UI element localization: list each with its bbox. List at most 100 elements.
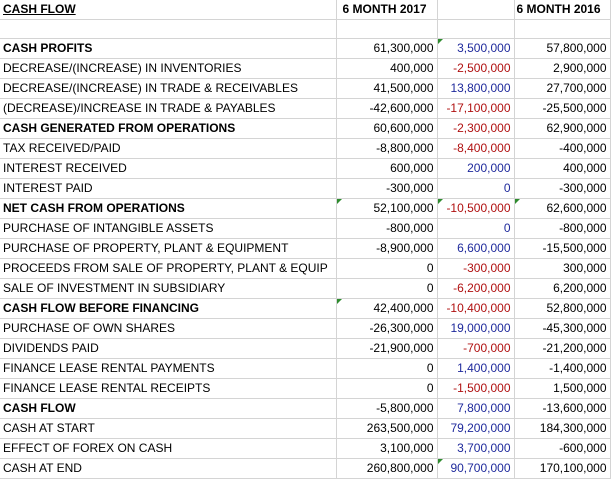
table-row: FINANCE LEASE RENTAL PAYMENTS 0 1,400,000-… [0, 358, 611, 379]
value-2016-cell[interactable]: -15,500,000 [514, 238, 611, 259]
value-2017-cell[interactable]: 260,800,000 [336, 458, 438, 479]
value-2017-cell[interactable]: 600,000 [336, 158, 438, 179]
difference-cell[interactable]: -1,500,000 [437, 378, 515, 399]
value-2016-cell[interactable]: 400,000 [514, 158, 611, 179]
row-label-cell[interactable]: CASH AT END [0, 458, 337, 479]
row-label-cell[interactable]: PURCHASE OF INTANGIBLE ASSETS [0, 218, 337, 239]
value-2016-cell[interactable]: -800,000 [514, 218, 611, 239]
row-label-cell[interactable]: NET CASH FROM OPERATIONS [0, 198, 337, 219]
value-2017-cell[interactable]: 42,400,000 [336, 298, 438, 319]
value-2017-cell[interactable]: 400,000 [336, 58, 438, 79]
difference-cell[interactable]: -300,000 [437, 258, 515, 279]
value-2016-cell[interactable]: -25,500,000 [514, 98, 611, 119]
difference-cell[interactable]: 200,000 [437, 158, 515, 179]
row-label-cell[interactable]: FINANCE LEASE RENTAL RECEIPTS [0, 378, 337, 399]
value-2017-cell[interactable]: 263,500,000 [336, 418, 438, 439]
difference-cell[interactable]: 0 [437, 218, 515, 239]
difference-cell[interactable]: 3,500,000 [437, 38, 515, 59]
value-2016-cell[interactable]: 57,800,000 [514, 38, 611, 59]
value-2016-cell[interactable]: -13,600,000 [514, 398, 611, 419]
difference-cell[interactable]: 90,700,000 [437, 458, 515, 479]
value-2016-cell[interactable]: 184,300,000 [514, 418, 611, 439]
row-label-cell[interactable]: CASH GENERATED FROM OPERATIONS [0, 118, 337, 139]
value-2017-cell[interactable]: 0 [336, 278, 438, 299]
difference-cell[interactable]: 0 [437, 178, 515, 199]
difference-cell[interactable]: -2,300,000 [437, 118, 515, 139]
value-2017-cell[interactable]: -8,800,000 [336, 138, 438, 159]
row-label-cell[interactable]: FINANCE LEASE RENTAL PAYMENTS [0, 358, 337, 379]
difference-cell[interactable]: -10,400,000 [437, 298, 515, 319]
blank-cell[interactable] [336, 19, 438, 39]
row-label-cell[interactable]: SALE OF INVESTMENT IN SUBSIDIARY [0, 278, 337, 299]
blank-cell[interactable] [0, 19, 337, 39]
value-2016-cell[interactable]: 300,000 [514, 258, 611, 279]
value-2016-cell[interactable]: 170,100,000 [514, 458, 611, 479]
value-2016-cell[interactable]: -1,400,000 [514, 358, 611, 379]
value-2016-cell[interactable]: 2,900,000 [514, 58, 611, 79]
value-2017-cell[interactable]: 0 [336, 378, 438, 399]
difference-cell[interactable]: 79,200,000 [437, 418, 515, 439]
blank-cell[interactable] [437, 19, 515, 39]
value-2017-cell[interactable]: -300,000 [336, 178, 438, 199]
row-label-cell[interactable]: CASH FLOW BEFORE FINANCING [0, 298, 337, 319]
row-label-cell[interactable]: DECREASE/(INCREASE) IN TRADE & RECEIVABL… [0, 78, 337, 99]
row-label-cell[interactable]: PURCHASE OF OWN SHARES [0, 318, 337, 339]
difference-cell[interactable]: 19,000,000 [437, 318, 515, 339]
table-row: FINANCE LEASE RENTAL RECEIPTS 0 -1,500,000… [0, 378, 611, 399]
blank-cell[interactable] [514, 19, 611, 39]
row-label-cell[interactable]: PROCEEDS FROM SALE OF PROPERTY, PLANT & … [0, 258, 337, 279]
row-label-cell[interactable]: CASH FLOW [0, 398, 337, 419]
value-2017-cell[interactable]: 0 [336, 358, 438, 379]
difference-cell[interactable]: 13,800,000 [437, 78, 515, 99]
difference-cell[interactable]: -6,200,000 [437, 278, 515, 299]
value-2017-cell[interactable]: 52,100,000 [336, 198, 438, 219]
value-2017-cell[interactable]: 41,500,000 [336, 78, 438, 99]
table-row: CASH GENERATED FROM OPERATIONS 60,600,000… [0, 118, 611, 139]
row-label-cell[interactable]: INTEREST RECEIVED [0, 158, 337, 179]
difference-cell[interactable]: -700,000 [437, 338, 515, 359]
value-2016-cell[interactable]: 27,700,000 [514, 78, 611, 99]
header-diff-cell[interactable] [437, 0, 515, 20]
value-2017-cell[interactable]: 61,300,000 [336, 38, 438, 59]
value-2017-cell[interactable]: -800,000 [336, 218, 438, 239]
row-label-cell[interactable]: PURCHASE OF PROPERTY, PLANT & EQUIPMENT [0, 238, 337, 259]
value-2017-cell[interactable]: -26,300,000 [336, 318, 438, 339]
row-label-cell[interactable]: TAX RECEIVED/PAID [0, 138, 337, 159]
difference-cell[interactable]: 6,600,000 [437, 238, 515, 259]
row-label-cell[interactable]: INTEREST PAID [0, 178, 337, 199]
value-2017-cell[interactable]: 60,600,000 [336, 118, 438, 139]
value-2016-cell[interactable]: 62,600,000 [514, 198, 611, 219]
value-2016-cell[interactable]: 6,200,000 [514, 278, 611, 299]
value-2016-cell[interactable]: 62,900,000 [514, 118, 611, 139]
row-label-cell[interactable]: DECREASE/(INCREASE) IN INVENTORIES [0, 58, 337, 79]
value-2016-cell[interactable]: -45,300,000 [514, 318, 611, 339]
value-2017-cell[interactable]: 3,100,000 [336, 438, 438, 459]
difference-cell[interactable]: -17,100,000 [437, 98, 515, 119]
value-2017-cell[interactable]: -42,600,000 [336, 98, 438, 119]
row-label-cell[interactable]: CASH PROFITS [0, 38, 337, 59]
header-2016-cell[interactable]: 6 MONTH 2016 [514, 0, 611, 20]
difference-cell[interactable]: 1,400,000 [437, 358, 515, 379]
value-2017-cell[interactable]: -21,900,000 [336, 338, 438, 359]
table-row: CASH AT START 263,500,000 79,200,000 184,30… [0, 418, 611, 439]
row-label-cell[interactable]: DIVIDENDS PAID [0, 338, 337, 359]
header-title-cell[interactable]: CASH FLOW [0, 0, 337, 20]
row-label-cell[interactable]: (DECREASE)/INCREASE IN TRADE & PAYABLES [0, 98, 337, 119]
value-2016-cell[interactable]: -300,000 [514, 178, 611, 199]
value-2016-cell[interactable]: 52,800,000 [514, 298, 611, 319]
difference-cell[interactable]: -2,500,000 [437, 58, 515, 79]
value-2016-cell[interactable]: 1,500,000 [514, 378, 611, 399]
header-2017-cell[interactable]: 6 MONTH 2017 [336, 0, 438, 20]
difference-cell[interactable]: -8,400,000 [437, 138, 515, 159]
difference-cell[interactable]: -10,500,000 [437, 198, 515, 219]
difference-cell[interactable]: 3,700,000 [437, 438, 515, 459]
value-2016-cell[interactable]: -21,200,000 [514, 338, 611, 359]
value-2016-cell[interactable]: -600,000 [514, 438, 611, 459]
value-2017-cell[interactable]: 0 [336, 258, 438, 279]
value-2016-cell[interactable]: -400,000 [514, 138, 611, 159]
difference-cell[interactable]: 7,800,000 [437, 398, 515, 419]
value-2017-cell[interactable]: -8,900,000 [336, 238, 438, 259]
row-label-cell[interactable]: EFFECT OF FOREX ON CASH [0, 438, 337, 459]
row-label-cell[interactable]: CASH AT START [0, 418, 337, 439]
value-2017-cell[interactable]: -5,800,000 [336, 398, 438, 419]
